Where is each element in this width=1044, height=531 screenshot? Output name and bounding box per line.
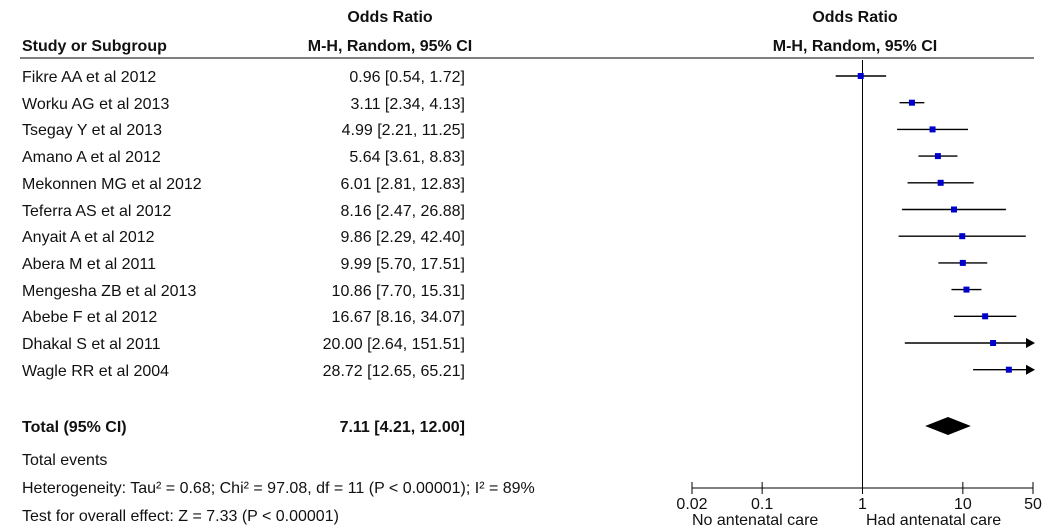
axis-left-label: No antenatal care — [692, 512, 819, 529]
study-name: Amano A et al 2012 — [22, 149, 161, 167]
study-name: Fikre AA et al 2012 — [22, 69, 157, 86]
study-point — [934, 153, 941, 160]
study-name: Abebe F et al 2012 — [22, 309, 158, 327]
x-axis-tick-label: 0.1 — [751, 496, 773, 513]
study-name: Mengesha ZB et al 2013 — [22, 282, 197, 300]
study-ci-text: 28.72 [12.65, 65.21] — [322, 362, 465, 380]
study-ci-text: 9.86 [2.29, 42.40] — [340, 229, 465, 247]
total-events-label: Total events — [22, 452, 108, 469]
study-point — [1005, 366, 1012, 373]
study-ci-text: 0.96 [0.54, 1.72] — [349, 69, 465, 86]
ci-arrow — [1026, 364, 1035, 375]
study-ci-text: 16.67 [8.16, 34.07] — [331, 309, 465, 327]
axis-right-label: Had antenatal care — [866, 512, 1002, 529]
study-point — [963, 286, 970, 293]
study-point — [908, 99, 915, 106]
study-name: Dhakal S et al 2011 — [22, 336, 161, 353]
study-name: Worku AG et al 2013 — [22, 95, 170, 113]
study-name: Mekonnen MG et al 2012 — [22, 175, 202, 193]
study-name: Teferra AS et al 2012 — [22, 202, 172, 220]
study-ci-text: 6.01 [2.81, 12.83] — [340, 175, 465, 193]
pooled-diamond — [925, 417, 971, 435]
left-group-title: Odds Ratio — [347, 9, 433, 26]
study-point — [959, 259, 966, 266]
study-column-header: Study or Subgroup — [22, 38, 167, 55]
total-label: Total (95% CI) — [22, 419, 127, 436]
plot-group-subtitle: M-H, Random, 95% CI — [772, 38, 938, 55]
study-name: Wagle RR et al 2004 — [22, 362, 170, 380]
x-axis-tick-label: 50 — [1024, 496, 1042, 513]
overall-effect-text: Test for overall effect: Z = 7.33 (P < 0… — [22, 508, 339, 525]
study-name: Tsegay Y et al 2013 — [22, 122, 162, 140]
x-axis-tick-label: 1 — [858, 496, 867, 513]
study-ci-text: 5.64 [3.61, 8.83] — [349, 149, 465, 167]
total-ci-text: 7.11 [4.21, 12.00] — [339, 419, 465, 436]
study-ci-text: 4.99 [2.21, 11.25] — [341, 122, 465, 140]
study-ci-text: 8.16 [2.47, 26.88] — [340, 202, 465, 220]
study-point — [959, 233, 966, 240]
study-name: Anyait A et al 2012 — [22, 229, 155, 247]
study-point — [982, 313, 989, 320]
study-point — [857, 73, 864, 79]
study-point — [937, 179, 944, 186]
study-point — [990, 340, 997, 346]
study-ci-text: 10.86 [7.70, 15.31] — [331, 282, 465, 300]
study-point — [950, 206, 957, 213]
study-ci-text: 3.11 [2.34, 4.13] — [350, 95, 465, 113]
plot-group-title: Odds Ratio — [812, 9, 898, 26]
ci-arrow — [1026, 338, 1035, 348]
study-ci-text: 20.00 [2.64, 151.51] — [322, 336, 465, 353]
study-ci-text: 9.99 [5.70, 17.51] — [340, 255, 465, 273]
study-name: Abera M et al 2011 — [22, 255, 157, 273]
heterogeneity-text: Heterogeneity: Tau² = 0.68; Chi² = 97.08… — [22, 480, 535, 497]
left-group-subtitle: M-H, Random, 95% CI — [307, 38, 473, 55]
x-axis-tick-label: 10 — [954, 496, 972, 513]
study-point — [929, 126, 936, 133]
x-axis-tick-label: 0.02 — [676, 496, 707, 513]
